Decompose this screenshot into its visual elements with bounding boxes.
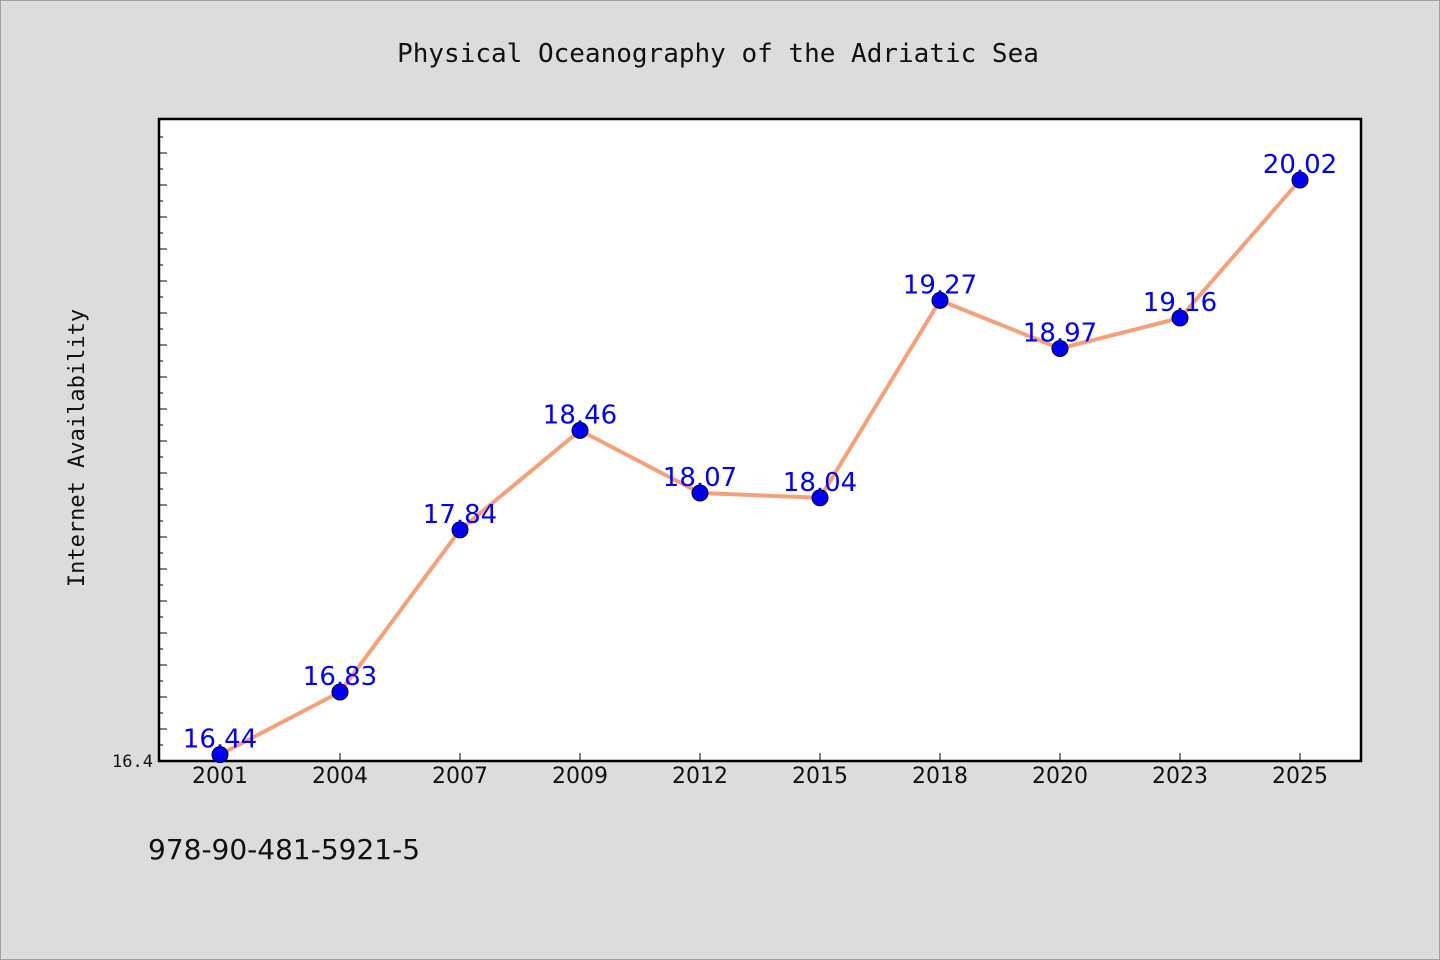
data-point <box>211 746 229 764</box>
isbn-text: 978-90-481-5921-5 <box>148 833 421 866</box>
x-axis-tick-labels: 2001 2004 2007 2009 2012 2015 2018 2020 2023 2025 <box>192 764 1328 789</box>
data-label: 19.16 <box>1143 288 1217 318</box>
y-tick-label: 16.4 <box>112 752 153 772</box>
x-tick-label: 2012 <box>672 764 728 789</box>
plot-area <box>157 117 1363 763</box>
data-point <box>571 421 589 439</box>
x-tick-label: 2015 <box>792 764 848 789</box>
x-tick-label: 2004 <box>312 764 368 789</box>
data-point <box>811 489 829 507</box>
data-point <box>331 683 349 701</box>
data-point <box>451 521 469 539</box>
data-point <box>1051 340 1069 357</box>
data-point <box>931 291 949 309</box>
data-label: 16.83 <box>303 662 377 692</box>
data-label: 18.97 <box>1023 319 1097 349</box>
series-markers <box>211 171 1309 764</box>
data-label: 18.04 <box>783 468 857 498</box>
x-tick-label: 2020 <box>1032 764 1088 789</box>
y-axis-label: Internet Availability <box>65 309 90 587</box>
data-label: 18.46 <box>543 400 617 430</box>
data-label: 17.84 <box>423 500 497 530</box>
x-tick-label: 2009 <box>552 764 608 789</box>
data-label: 16.44 <box>183 725 257 755</box>
data-label: 20.02 <box>1263 150 1337 180</box>
x-tick-label: 2023 <box>1152 764 1208 789</box>
x-tick-label: 2001 <box>192 764 248 789</box>
series-line <box>219 178 1302 757</box>
data-point <box>1291 171 1309 189</box>
data-label: 18.07 <box>663 463 737 493</box>
y-axis-tick-labels: 16.4 <box>112 752 153 772</box>
data-label: 19.27 <box>903 270 977 300</box>
data-labels: 16.44 16.83 17.84 18.46 18.07 18.04 19.27 18.97… <box>183 150 1337 755</box>
y-minor-ticks <box>159 136 167 746</box>
data-point <box>691 484 709 502</box>
x-tick-label: 2007 <box>432 764 488 789</box>
x-tick-label: 2018 <box>912 764 968 789</box>
x-tick-label: 2025 <box>1272 764 1328 789</box>
chart-title: Physical Oceanography of the Adriatic Se… <box>397 39 1039 69</box>
data-point <box>1171 309 1189 327</box>
